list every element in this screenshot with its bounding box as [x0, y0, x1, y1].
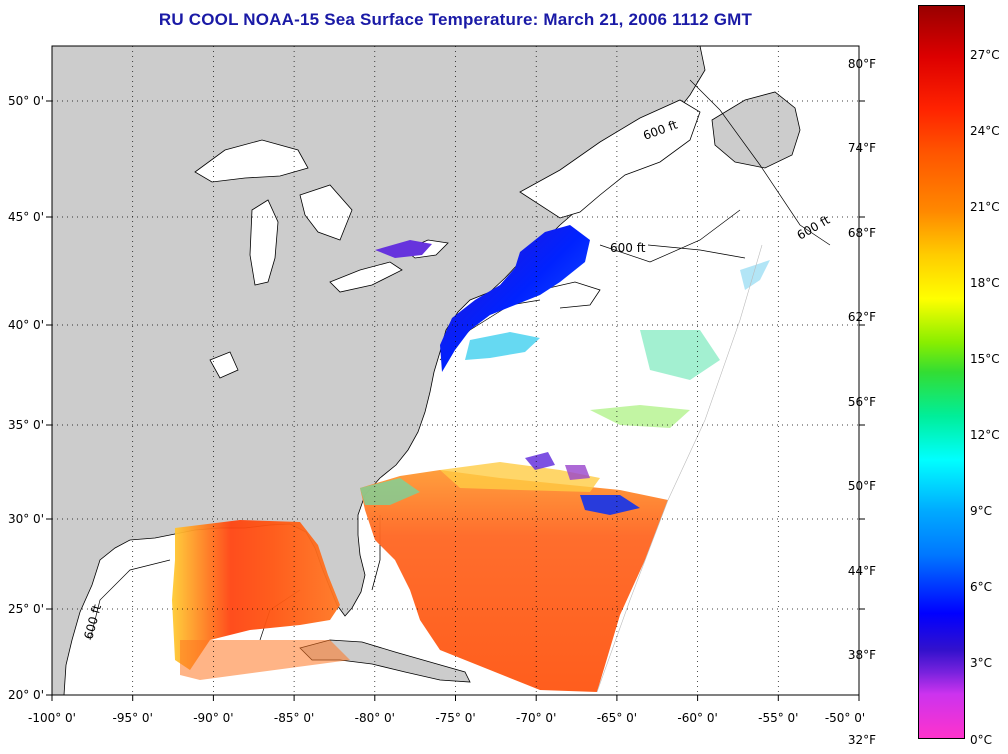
- map-title: RU COOL NOAA-15 Sea Surface Temperature:…: [158, 10, 753, 29]
- y-tick-label: 40° 0': [8, 318, 44, 332]
- colorbar-fahrenheit-label: 62°F: [847, 310, 876, 324]
- x-tick-label: -70° 0': [516, 711, 556, 725]
- sst-map[interactable]: 600 ft 600 ft 600 ft 600 ft: [0, 0, 870, 754]
- satellite-swath-edge: [596, 244, 763, 693]
- x-tick-label: -60° 0': [677, 711, 717, 725]
- colorbar-celsius-label: 0°C: [970, 733, 993, 747]
- colorbar-fahrenheit-label: 44°F: [847, 564, 876, 578]
- colorbar-fahrenheit-label: 68°F: [847, 226, 876, 240]
- colorbar-fahrenheit-label: 80°F: [847, 57, 876, 71]
- y-tick-label: 45° 0': [8, 210, 44, 224]
- colorbar-celsius-label: 3°C: [970, 656, 993, 670]
- colorbar-celsius-label: 6°C: [970, 580, 993, 594]
- colorbar-fahrenheit-label: 56°F: [847, 395, 876, 409]
- x-tick-label: -75° 0': [435, 711, 475, 725]
- y-tick-label: 50° 0': [8, 94, 44, 108]
- sst-data-layer: [172, 225, 770, 692]
- y-tick-label: 20° 0': [8, 688, 44, 702]
- colorbar-fahrenheit-label: 38°F: [847, 648, 876, 662]
- axis-ticks: [46, 100, 865, 701]
- colorbar-celsius-label: 15°C: [970, 352, 1000, 366]
- x-tick-label: -100° 0': [28, 711, 76, 725]
- gulf-of-st-lawrence: [519, 99, 701, 219]
- colorbar-celsius-label: 12°C: [970, 428, 1000, 442]
- temperature-colorbar: [918, 5, 965, 739]
- isobath-label-2: 600 ft: [610, 241, 646, 255]
- colorbar-fahrenheit-label: 74°F: [847, 141, 876, 155]
- x-tick-label: -90° 0': [193, 711, 233, 725]
- great-lakes: [194, 139, 449, 379]
- x-tick-label: -65° 0': [597, 711, 637, 725]
- y-tick-label: 25° 0': [8, 602, 44, 616]
- colorbar-fahrenheit-label: 32°F: [847, 733, 876, 747]
- colorbar-celsius-label: 9°C: [970, 504, 993, 518]
- colorbar-celsius-label: 21°C: [970, 200, 1000, 214]
- x-tick-label: -55° 0': [758, 711, 798, 725]
- x-tick-label: -95° 0': [113, 711, 153, 725]
- colorbar-celsius-label: 27°C: [970, 48, 1000, 62]
- y-tick-label: 35° 0': [8, 418, 44, 432]
- x-tick-label: -80° 0': [355, 711, 395, 725]
- colorbar-celsius-label: 18°C: [970, 276, 1000, 290]
- colorbar-fahrenheit-label: 50°F: [847, 479, 876, 493]
- colorbar-celsius-label: 24°C: [970, 124, 1000, 138]
- y-tick-label: 30° 0': [8, 512, 44, 526]
- x-tick-label: -50° 0': [825, 711, 865, 725]
- map-grid: [52, 46, 859, 695]
- x-tick-label: -85° 0': [274, 711, 314, 725]
